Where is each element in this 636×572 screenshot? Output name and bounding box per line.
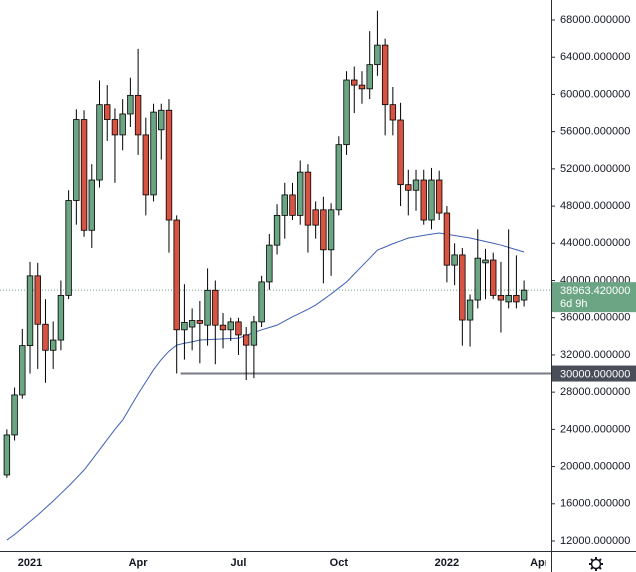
y-tick-label: 64000.000000 <box>560 51 630 63</box>
y-tick-label: 56000.000000 <box>560 126 630 138</box>
y-tick-label: 16000.000000 <box>560 498 630 510</box>
candle-body <box>366 64 373 90</box>
candle-body <box>443 212 451 266</box>
y-tick-label: 12000.000000 <box>560 535 630 547</box>
y-tick-label: 28000.000000 <box>560 386 630 398</box>
candle-body <box>335 144 343 211</box>
candle-body <box>273 214 281 246</box>
candle-body <box>312 209 319 226</box>
y-tick-label: 60000.000000 <box>560 88 630 100</box>
candle-body <box>3 434 11 476</box>
candle-body <box>42 323 49 351</box>
candle-body <box>513 294 520 303</box>
candle-body <box>150 111 157 196</box>
last-price-box <box>552 282 636 313</box>
candle-body <box>358 84 366 90</box>
candle-body <box>19 345 26 396</box>
candle-body <box>381 44 389 106</box>
settings-icon[interactable] <box>589 557 603 571</box>
y-tick-label: 20000.000000 <box>560 460 630 472</box>
candle-body <box>343 79 350 146</box>
candle-body <box>497 294 505 301</box>
candle-body <box>11 394 18 436</box>
candle-body <box>235 321 242 336</box>
candle-body <box>327 209 335 251</box>
x-tick-label: Apr <box>129 557 149 569</box>
candle-body <box>474 257 481 301</box>
candle-body <box>304 171 312 226</box>
candle-body <box>374 44 381 66</box>
candle-body <box>158 109 165 131</box>
x-tick-label: 2022 <box>435 557 459 569</box>
candle-body <box>435 179 443 214</box>
moving-average <box>6 232 525 541</box>
candle-body <box>520 289 528 301</box>
candle-body <box>204 289 211 326</box>
candle-body <box>26 275 34 347</box>
y-tick-label: 44000.000000 <box>560 237 630 249</box>
candle-body <box>34 275 41 325</box>
candle-body <box>196 320 204 324</box>
candle-body <box>65 200 72 296</box>
candle-body <box>459 254 466 321</box>
candle-body <box>188 320 196 328</box>
candle-body <box>134 94 142 136</box>
y-axis: 12000.000000 16000.000000 20000.000000 2400… <box>551 14 636 547</box>
candle-body <box>351 79 358 86</box>
candle-body <box>181 321 188 331</box>
candle-body <box>219 324 227 331</box>
x-tick-label: Oct <box>330 557 349 569</box>
y-tick-label: 32000.000000 <box>560 349 630 361</box>
level-label: 30000.000000 <box>560 368 630 380</box>
candle-body <box>389 104 397 121</box>
candle-body <box>320 209 327 251</box>
y-tick-label: 48000.000000 <box>560 200 630 212</box>
y-tick-label: 52000.000000 <box>560 163 630 175</box>
candle-body <box>142 134 150 196</box>
candle-body <box>73 119 80 201</box>
candle-body <box>127 94 134 115</box>
candle-body <box>505 294 512 303</box>
y-tick-label: 68000.000000 <box>560 14 630 26</box>
plot-area <box>0 10 551 541</box>
candle-body <box>104 104 111 120</box>
level-label-box <box>552 365 636 382</box>
y-tick-label: 24000.000000 <box>560 423 630 435</box>
candle-body <box>80 119 88 231</box>
candle-body <box>266 244 273 283</box>
candle-body <box>490 259 497 296</box>
candle-body <box>466 299 474 321</box>
last-price-label: 38963.420000 <box>560 285 630 297</box>
candle-body <box>173 219 180 331</box>
countdown-label: 6d 9h <box>560 298 588 310</box>
candle-body <box>281 194 288 216</box>
candle-body <box>412 179 420 191</box>
candle-body <box>119 113 126 136</box>
x-tick-label: Jul <box>231 557 247 569</box>
y-tick-label: 36000.000000 <box>560 312 630 324</box>
candle-body <box>88 179 95 231</box>
candle-body <box>482 259 489 264</box>
candle-body <box>165 109 173 221</box>
candle-body <box>297 171 304 216</box>
candle-body <box>57 294 65 341</box>
candle-body <box>397 119 404 186</box>
candle-body <box>212 289 219 326</box>
x-tick-label: Apr <box>530 557 550 569</box>
candle-body <box>227 321 234 331</box>
candle-body <box>96 104 103 181</box>
candle-body <box>250 321 258 346</box>
candle-body <box>420 179 427 221</box>
candle-body <box>49 339 57 351</box>
candle-body <box>111 119 119 136</box>
candle-body <box>289 194 296 216</box>
candle-body <box>405 184 412 191</box>
candle-body <box>428 179 435 221</box>
candle-body <box>258 281 265 323</box>
x-tick-label: 2021 <box>18 557 42 569</box>
candle-body <box>242 334 250 346</box>
candle-body <box>451 254 458 266</box>
x-axis: 2021 Apr Jul Oct 2022 Apr <box>18 557 550 569</box>
